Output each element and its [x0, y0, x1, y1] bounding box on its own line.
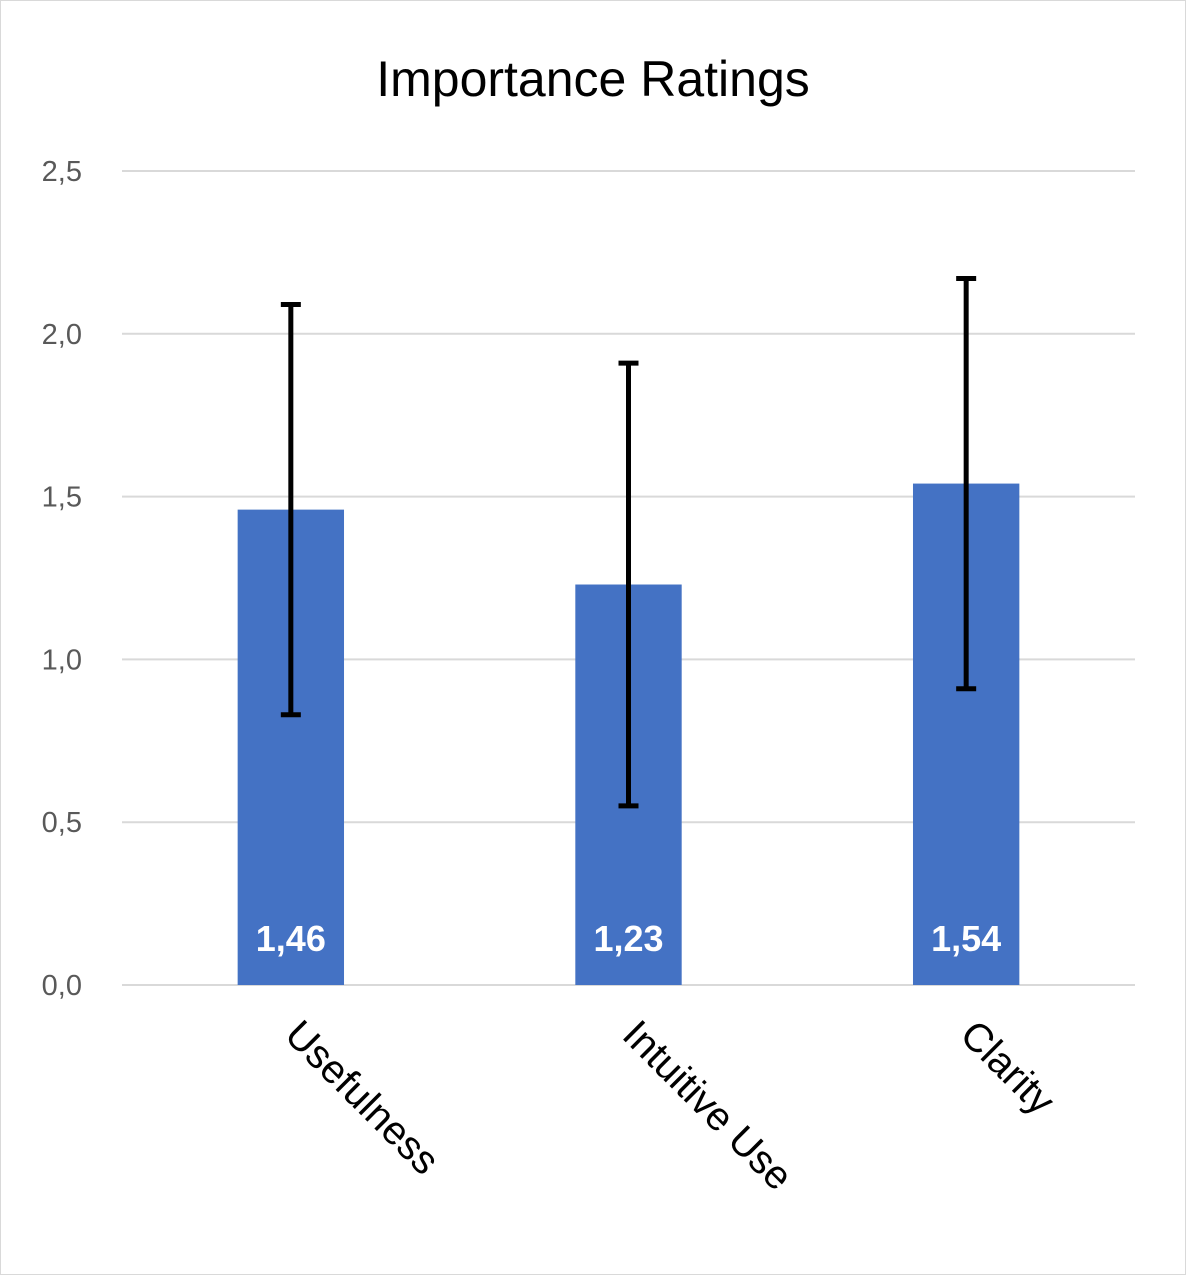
- chart-title: Importance Ratings: [376, 51, 810, 107]
- error-bars: [280, 275, 977, 809]
- y-tick-label: 2,5: [42, 156, 82, 188]
- y-tick-label: 2,0: [42, 319, 82, 351]
- data-label: 1,54: [931, 918, 1001, 959]
- x-category-label: Usefulness: [276, 1012, 447, 1183]
- y-tick-label: 0,0: [42, 970, 82, 1002]
- data-label: 1,23: [593, 918, 663, 959]
- x-category-label: Intuitive Use: [614, 1012, 801, 1199]
- y-tick-label: 0,5: [42, 807, 82, 839]
- y-axis-ticks: 0,0 0,5 1,0 1,5 2,0 2,5: [42, 156, 82, 1002]
- x-category-label: Clarity: [952, 1012, 1063, 1123]
- y-tick-label: 1,5: [42, 482, 82, 514]
- x-axis-categories: Usefulness Intuitive Use Clarity: [276, 1012, 1063, 1199]
- y-tick-label: 1,0: [42, 644, 82, 676]
- data-label: 1,46: [256, 918, 326, 959]
- data-labels: 1,46 1,23 1,54: [256, 918, 1001, 959]
